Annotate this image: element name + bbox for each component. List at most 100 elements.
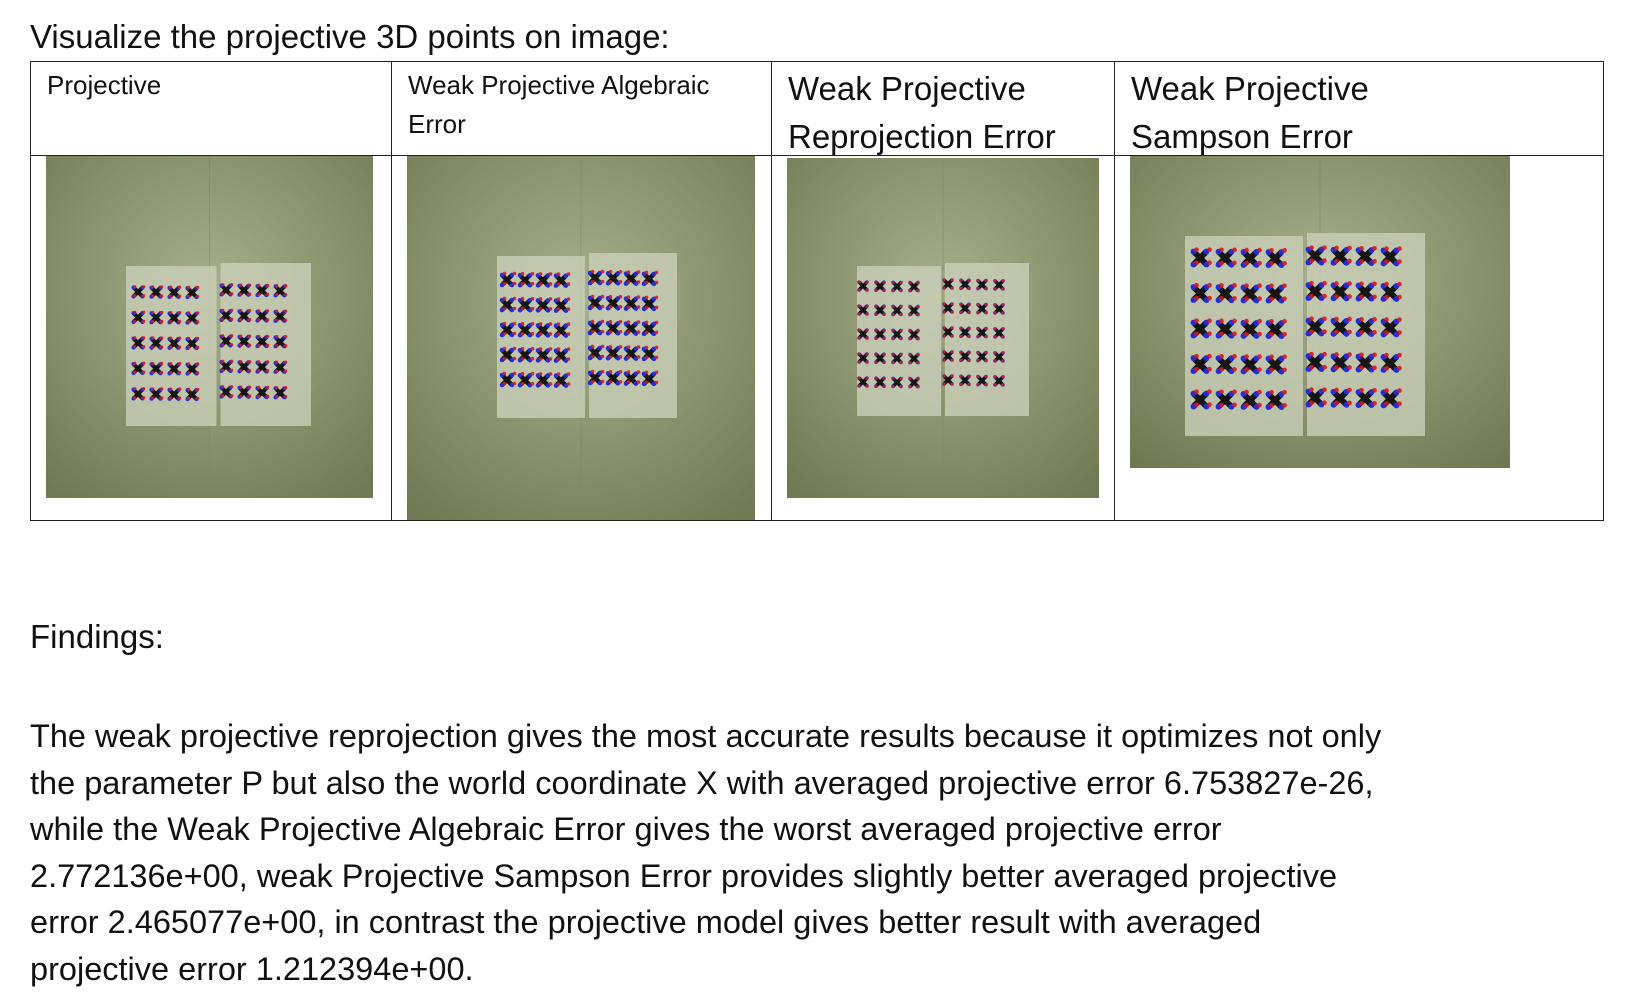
corner-marker bbox=[499, 371, 517, 388]
corner-marker bbox=[587, 269, 605, 286]
corner-marker bbox=[1190, 318, 1212, 339]
corner-marker bbox=[219, 359, 234, 374]
findings-title: Findings: bbox=[30, 618, 164, 655]
corner-marker bbox=[273, 386, 288, 400]
corner-marker bbox=[131, 310, 146, 325]
corner-marker bbox=[167, 362, 182, 376]
corner-marker bbox=[255, 360, 270, 374]
corner-marker bbox=[976, 278, 988, 291]
corner-marker bbox=[1240, 354, 1262, 375]
corner-marker bbox=[993, 327, 1005, 339]
corner-marker bbox=[976, 374, 988, 387]
corner-marker bbox=[891, 304, 903, 317]
corner-marker bbox=[1215, 283, 1237, 304]
paper-sheet bbox=[1307, 233, 1425, 436]
corner-marker bbox=[942, 326, 954, 338]
corner-marker bbox=[517, 296, 535, 313]
corner-marker bbox=[1305, 316, 1327, 337]
corner-marker bbox=[1265, 354, 1287, 375]
corner-marker bbox=[1380, 352, 1402, 373]
corner-marker bbox=[942, 278, 954, 290]
corner-marker bbox=[131, 336, 146, 350]
corner-marker bbox=[237, 359, 252, 374]
corner-marker bbox=[535, 372, 553, 388]
corner-marker bbox=[517, 371, 535, 388]
page-heading: Visualize the projective 3D points on im… bbox=[30, 18, 670, 55]
corner-marker bbox=[874, 304, 886, 316]
corner-marker bbox=[1330, 352, 1352, 373]
corner-marker bbox=[1215, 318, 1237, 339]
corner-marker bbox=[553, 372, 571, 388]
corner-marker bbox=[1265, 318, 1287, 340]
corner-marker bbox=[959, 278, 971, 291]
corner-marker bbox=[1305, 280, 1327, 301]
weak-reprojection-result-image bbox=[787, 158, 1099, 498]
corner-marker bbox=[587, 369, 605, 386]
corner-marker bbox=[942, 350, 954, 362]
corner-marker bbox=[237, 334, 252, 348]
corner-marker bbox=[1355, 316, 1377, 338]
corner-marker bbox=[1190, 353, 1212, 374]
corner-marker bbox=[517, 346, 535, 363]
corner-marker bbox=[1240, 318, 1262, 339]
corner-marker bbox=[1330, 245, 1352, 266]
table-divider bbox=[31, 155, 1603, 156]
corner-marker bbox=[857, 376, 869, 388]
corner-marker bbox=[1305, 387, 1327, 408]
corner-marker bbox=[623, 270, 641, 286]
results-table: Projective Weak Projective Algebraic Err… bbox=[30, 61, 1604, 521]
corner-marker bbox=[587, 319, 605, 336]
table-divider bbox=[1114, 62, 1115, 520]
corner-marker bbox=[976, 326, 988, 339]
corner-marker bbox=[857, 328, 869, 340]
corner-marker bbox=[993, 375, 1005, 387]
corner-marker bbox=[908, 352, 920, 365]
corner-marker bbox=[623, 370, 641, 386]
corner-marker bbox=[1190, 247, 1212, 268]
corner-marker bbox=[908, 304, 920, 317]
corner-marker bbox=[891, 352, 903, 365]
corner-marker bbox=[605, 270, 623, 286]
corner-marker bbox=[237, 385, 252, 399]
calibration-wall-photo bbox=[1130, 156, 1510, 468]
corner-marker bbox=[605, 345, 623, 361]
corner-marker bbox=[219, 283, 234, 297]
column-header-weak-sampson: Weak Projective Sampson Error bbox=[1131, 70, 1369, 155]
corner-marker bbox=[891, 376, 903, 389]
corner-marker bbox=[1380, 388, 1402, 409]
corner-marker bbox=[874, 280, 886, 292]
corner-marker bbox=[605, 370, 623, 386]
corner-marker bbox=[553, 347, 571, 363]
corner-marker bbox=[149, 336, 164, 350]
corner-marker bbox=[976, 302, 988, 315]
corner-marker bbox=[535, 347, 553, 363]
corner-marker bbox=[255, 283, 270, 298]
corner-marker bbox=[857, 304, 869, 316]
corner-marker bbox=[553, 272, 571, 288]
corner-marker bbox=[131, 285, 146, 299]
corner-marker bbox=[553, 297, 571, 313]
corner-marker bbox=[1265, 389, 1287, 411]
corner-marker bbox=[255, 334, 270, 349]
corner-marker bbox=[641, 295, 659, 312]
corner-marker bbox=[874, 328, 886, 340]
column-header-weak-algebraic: Weak Projective Algebraic Error bbox=[408, 70, 710, 139]
corner-marker bbox=[1305, 245, 1327, 266]
corner-marker bbox=[1355, 245, 1377, 267]
corner-marker bbox=[535, 322, 553, 338]
corner-marker bbox=[1215, 247, 1237, 268]
column-header-weak-reprojection: Weak Projective Reprojection Error bbox=[788, 70, 1056, 155]
corner-marker bbox=[587, 344, 605, 361]
corner-marker bbox=[623, 320, 641, 336]
corner-marker bbox=[273, 284, 288, 298]
corner-marker bbox=[1355, 352, 1377, 373]
corner-marker bbox=[535, 272, 553, 288]
corner-marker bbox=[1380, 281, 1402, 302]
corner-marker bbox=[908, 328, 920, 341]
corner-marker bbox=[1190, 389, 1212, 410]
table-divider bbox=[771, 62, 772, 520]
corner-marker bbox=[874, 376, 886, 388]
corner-marker bbox=[1265, 247, 1287, 269]
corner-marker bbox=[185, 387, 200, 402]
corner-marker bbox=[149, 285, 164, 299]
